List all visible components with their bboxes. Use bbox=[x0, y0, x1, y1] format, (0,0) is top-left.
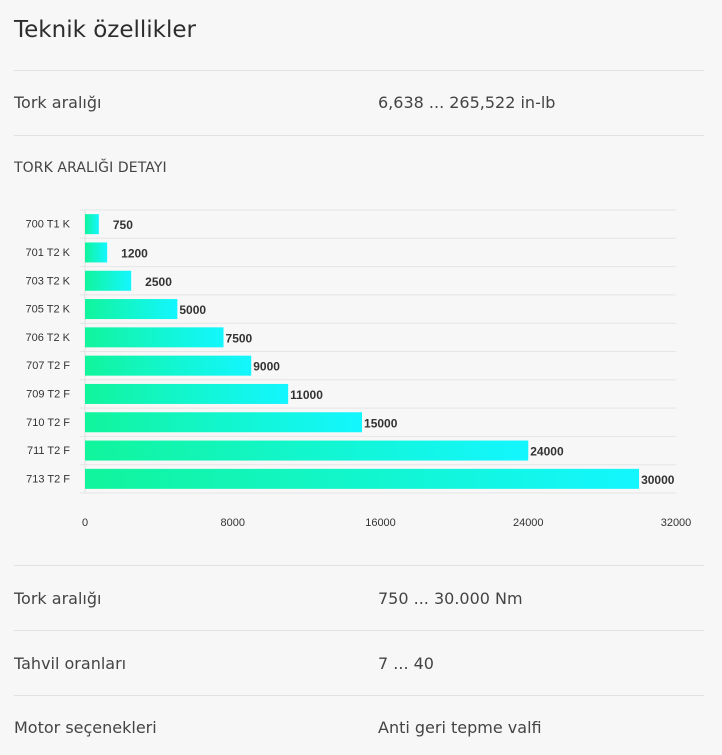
category-label: 710 T2 F bbox=[26, 417, 70, 429]
bar bbox=[85, 440, 529, 461]
spec-label-torque-inlb: Tork aralığı bbox=[14, 93, 102, 112]
spec-value-torque-inlb: 6,638 ... 265,522 in-lb bbox=[378, 93, 556, 112]
category-label: 709 T2 F bbox=[26, 388, 70, 400]
divider bbox=[14, 135, 704, 136]
bar bbox=[85, 242, 108, 263]
category-label: 705 T2 K bbox=[26, 304, 71, 316]
divider bbox=[14, 695, 704, 696]
data-label: 30000 bbox=[641, 473, 675, 487]
spec-label-gear-ratios: Tahvil oranları bbox=[14, 654, 127, 673]
data-label: 5000 bbox=[179, 303, 206, 317]
bar bbox=[85, 412, 363, 433]
bar bbox=[85, 468, 640, 489]
category-label: 707 T2 F bbox=[26, 360, 70, 372]
category-label: 711 T2 F bbox=[27, 445, 70, 457]
divider bbox=[14, 565, 704, 566]
data-label: 9000 bbox=[253, 360, 280, 374]
category-label: 703 T2 K bbox=[26, 275, 71, 287]
bar bbox=[85, 327, 224, 348]
divider bbox=[14, 630, 704, 631]
data-label: 24000 bbox=[530, 445, 564, 459]
spec-label-motor-options: Motor seçenekleri bbox=[14, 718, 157, 737]
section-heading: TORK ARALIĞI DETAYI bbox=[14, 160, 167, 176]
bar bbox=[85, 383, 289, 404]
x-tick-label: 0 bbox=[82, 517, 88, 529]
page-title: Teknik özellikler bbox=[14, 17, 196, 43]
data-label: 2500 bbox=[145, 275, 172, 289]
bar bbox=[85, 299, 178, 320]
bar bbox=[85, 270, 132, 291]
x-tick-label: 8000 bbox=[221, 517, 245, 529]
divider bbox=[14, 70, 704, 71]
bar bbox=[85, 214, 99, 235]
category-label: 713 T2 F bbox=[26, 473, 70, 485]
chart-bars bbox=[85, 214, 640, 489]
category-label: 700 T1 K bbox=[26, 219, 71, 231]
spec-label-torque-nm: Tork aralığı bbox=[14, 589, 102, 608]
bar bbox=[85, 355, 252, 376]
category-label: 706 T2 K bbox=[26, 332, 71, 344]
x-tick-label: 32000 bbox=[661, 517, 692, 529]
torque-range-bar-chart: 700 T1 K 750 701 T2 K 1200 703 T2 K 2500 705 T… bbox=[26, 209, 692, 529]
spec-value-torque-nm: 750 ... 30.000 Nm bbox=[378, 589, 523, 608]
data-label: 15000 bbox=[364, 416, 398, 430]
data-label: 1200 bbox=[121, 246, 148, 260]
spec-value-gear-ratios: 7 ... 40 bbox=[378, 654, 434, 673]
data-label: 750 bbox=[113, 218, 133, 232]
x-tick-label: 24000 bbox=[513, 517, 544, 529]
chart-labels: 700 T1 K 750 701 T2 K 1200 703 T2 K 2500 705 T… bbox=[26, 218, 692, 529]
x-tick-label: 16000 bbox=[365, 517, 396, 529]
data-label: 7500 bbox=[226, 331, 253, 345]
spec-value-motor-options: Anti geri tepme valfi bbox=[378, 718, 542, 737]
data-label: 11000 bbox=[290, 388, 323, 402]
category-label: 701 T2 K bbox=[26, 247, 71, 259]
